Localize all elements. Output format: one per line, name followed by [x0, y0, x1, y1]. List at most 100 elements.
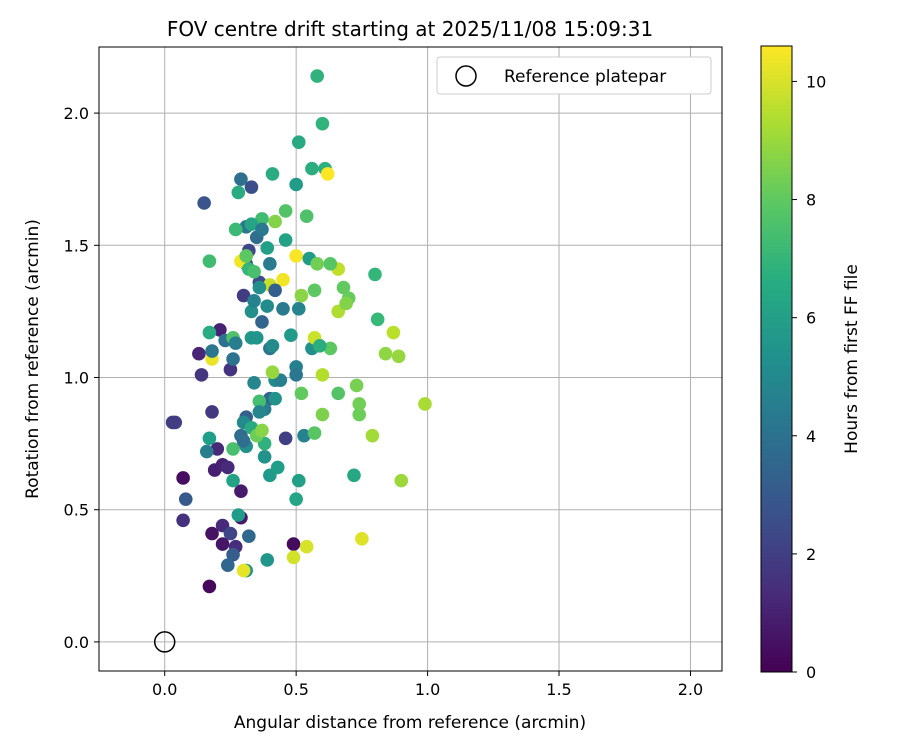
data-point [278, 204, 293, 218]
data-point [255, 222, 269, 237]
y-axis-ticks: 0.0 0.5 1.0 1.5 2.0 [64, 104, 99, 652]
data-point [268, 391, 282, 406]
data-point [289, 177, 303, 192]
data-point [176, 513, 190, 528]
data-point [242, 529, 256, 543]
data-point [313, 338, 327, 353]
reference-platepar-marker [153, 631, 176, 653]
data-point [297, 428, 311, 443]
data-point [228, 222, 243, 237]
x-tick-label: 0.0 [152, 680, 177, 699]
data-point [234, 172, 248, 187]
data-point [391, 349, 406, 364]
data-point [336, 280, 351, 295]
data-point [291, 135, 306, 149]
data-point [165, 415, 180, 430]
data-point [263, 257, 277, 271]
data-point [286, 537, 301, 551]
data-point [286, 550, 301, 565]
data-point [278, 233, 293, 247]
data-point [213, 323, 227, 337]
data-point [210, 442, 225, 456]
x-axis-label: Angular distance from reference (arcmin) [234, 713, 586, 733]
data-point [276, 272, 290, 287]
data-point [289, 492, 303, 506]
data-point [307, 283, 322, 298]
data-point [252, 394, 267, 409]
data-point [239, 249, 254, 263]
data-point [310, 257, 324, 271]
y-tick-label: 0.5 [64, 501, 89, 520]
colorbar-tick-label: 10 [806, 72, 826, 91]
colorbar-gradient [760, 45, 793, 673]
data-point [260, 553, 275, 567]
data-point [255, 212, 269, 226]
data-point [192, 346, 206, 361]
data-point [244, 217, 259, 231]
y-tick-label: 1.0 [64, 369, 89, 388]
legend-marker-reference [455, 65, 477, 87]
data-point [307, 426, 322, 440]
legend-box [436, 56, 712, 95]
data-point [370, 312, 385, 327]
data-point [226, 473, 240, 488]
y-tick-label: 1.5 [64, 236, 89, 255]
colorbar-ticks: 0 2 4 6 8 10 [792, 72, 826, 682]
data-point [252, 405, 267, 419]
data-point [223, 526, 238, 541]
data-point [294, 288, 309, 303]
y-tick-label: 0.0 [64, 633, 89, 652]
data-point [270, 460, 285, 475]
data-point [260, 241, 275, 255]
legend-label-reference: Reference platepar [504, 67, 666, 87]
data-point [291, 301, 306, 316]
data-point [236, 563, 251, 578]
data-point [226, 442, 240, 456]
data-point [265, 338, 280, 353]
data-point [236, 434, 251, 448]
data-point [194, 368, 209, 382]
chart-title: FOV centre drift starting at 2025/11/08 … [167, 17, 653, 41]
data-point [257, 450, 272, 464]
data-point [299, 539, 314, 554]
data-point [315, 368, 330, 382]
data-point [320, 167, 335, 181]
data-point [247, 375, 261, 390]
y-tick-label: 2.0 [64, 104, 89, 123]
legend: Reference platepar [436, 56, 712, 95]
x-tick-label: 1.0 [415, 680, 440, 699]
data-point [386, 325, 401, 340]
data-point [394, 473, 409, 488]
data-point [244, 180, 259, 194]
data-point [202, 325, 217, 340]
data-point [205, 405, 219, 419]
data-point [349, 378, 364, 393]
y-axis-label: Rotation from reference (arcmin) [23, 219, 43, 499]
data-point [289, 368, 303, 382]
data-point [197, 196, 211, 210]
data-point [205, 526, 219, 541]
data-point [347, 468, 361, 483]
data-point [365, 428, 380, 443]
data-point [247, 264, 261, 279]
data-point [315, 407, 330, 422]
colorbar-tick-label: 0 [806, 663, 816, 682]
data-point [176, 471, 190, 485]
plot-frame [98, 46, 723, 672]
data-point [234, 484, 248, 499]
data-point [276, 301, 290, 316]
colorbar: 0 2 4 6 8 10 Hours from first FF file [760, 45, 862, 682]
data-point [299, 209, 314, 224]
data-point [323, 341, 338, 356]
data-point [260, 299, 275, 313]
data-point [247, 294, 261, 308]
data-point [215, 537, 230, 551]
data-point [310, 69, 324, 83]
data-point [221, 558, 235, 573]
data-point [265, 167, 280, 181]
data-point [355, 531, 369, 546]
data-point [244, 304, 259, 319]
data-point [352, 407, 367, 422]
data-point [291, 473, 306, 488]
